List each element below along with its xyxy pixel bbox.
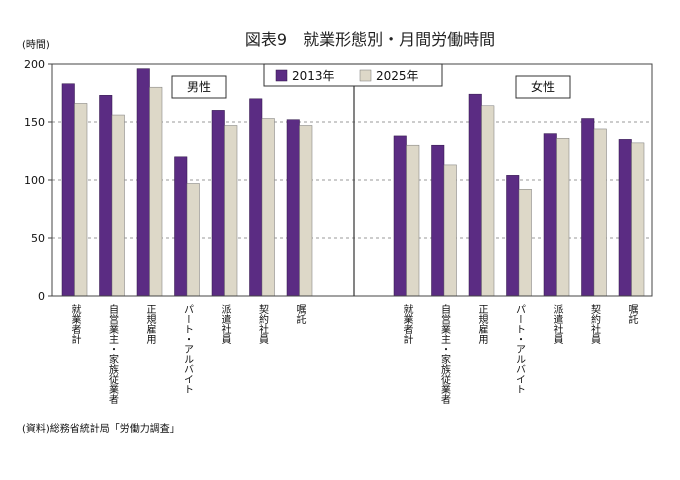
bar-2025 <box>111 114 125 297</box>
category-label: 契約社員 <box>589 303 601 345</box>
bar-2025 <box>556 137 570 297</box>
category-label: 就業者計 <box>401 303 413 345</box>
bar-2013 <box>211 110 225 297</box>
bar-2013 <box>286 119 300 297</box>
group-label: 男性 <box>187 80 211 94</box>
y-tick-label: 200 <box>24 58 45 71</box>
bar-2025 <box>518 189 532 297</box>
group-label-box <box>515 75 571 99</box>
category-labels: 就業者計 自営業主・家族従業者 正規雇用 パート・アルバイト 派遣社員 契約社員 嘱託 就業者… <box>69 303 638 405</box>
bar-2013 <box>468 93 482 297</box>
bar-2013 <box>618 139 632 297</box>
y-axis-label: (時間) <box>22 39 50 51</box>
legend-swatch <box>275 69 288 82</box>
bar-2013 <box>99 95 113 297</box>
bar-2025 <box>631 142 645 297</box>
group-label: 女性 <box>531 79 555 94</box>
bar-2025 <box>443 164 457 297</box>
category-label: 自営業主・家族従業者 <box>107 303 119 405</box>
bar-2025 <box>299 125 313 297</box>
bar-2013 <box>581 118 595 297</box>
y-tick-label: 0 <box>38 290 45 303</box>
bar-2013 <box>136 68 150 297</box>
bar-2025 <box>74 103 88 297</box>
bar-2013 <box>174 156 188 297</box>
bar-2025 <box>481 105 495 297</box>
legend-swatch <box>359 69 372 82</box>
category-label: 派遣社員 <box>551 304 563 345</box>
bars <box>61 68 645 297</box>
category-label: 契約社員 <box>257 303 269 345</box>
y-tick-label: 150 <box>24 116 45 129</box>
chart-title: 図表9 就業形態別・月間労働時間 <box>245 30 495 49</box>
bar-2025 <box>406 144 420 297</box>
source-note: (資料)総務省統計局「労働力調査」 <box>22 422 180 435</box>
bar-2025 <box>224 125 238 297</box>
category-label: パート・アルバイト <box>514 304 526 394</box>
bar-2013 <box>506 175 520 297</box>
y-tick-label: 100 <box>24 174 45 187</box>
legend-label: 2013年 <box>292 69 335 83</box>
legend-label: 2025年 <box>376 69 419 83</box>
axes: 0 50 100 150 200 <box>24 58 653 303</box>
bar-2013 <box>543 133 557 297</box>
bar-2013 <box>61 83 75 297</box>
category-label: パート・アルバイト <box>182 304 194 394</box>
category-label: 派遣社員 <box>219 304 231 345</box>
legend-box <box>263 63 443 87</box>
category-label: 正規雇用 <box>144 304 156 345</box>
category-label: 嘱託 <box>294 304 306 325</box>
bar-2025 <box>261 118 275 297</box>
bar-2013 <box>431 144 445 297</box>
category-label: 自営業主・家族従業者 <box>439 303 451 405</box>
legend: 2013年 2025年 <box>263 63 443 87</box>
group-label-box <box>171 75 227 99</box>
bar-2025 <box>186 183 200 297</box>
category-label: 正規雇用 <box>476 304 488 345</box>
bar-2013 <box>393 135 407 297</box>
bar-2025 <box>149 86 163 297</box>
group-label-boxes: 男性 女性 <box>171 75 571 99</box>
bar-2025 <box>593 128 607 297</box>
y-tick-label: 50 <box>31 232 45 245</box>
category-label: 就業者計 <box>69 303 81 345</box>
bar-2013 <box>249 98 263 297</box>
category-label: 嘱託 <box>626 304 638 325</box>
